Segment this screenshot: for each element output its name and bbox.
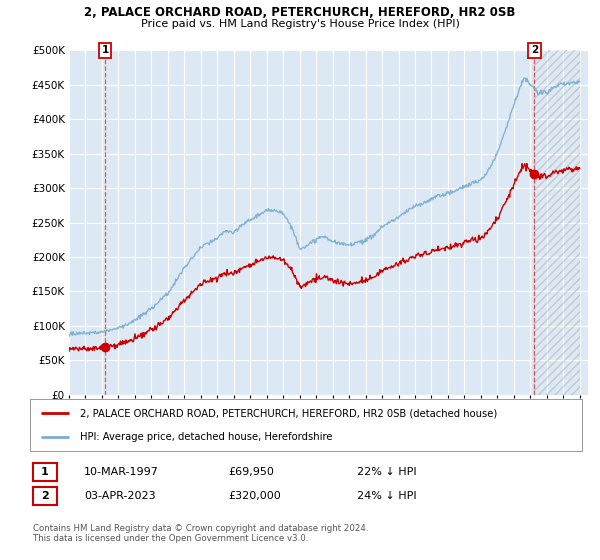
Text: 10-MAR-1997: 10-MAR-1997 [84,466,159,477]
Text: £69,950: £69,950 [228,466,274,477]
Text: 03-APR-2023: 03-APR-2023 [84,491,155,501]
Text: 1: 1 [41,467,49,477]
Text: 2: 2 [41,491,49,501]
Text: 2, PALACE ORCHARD ROAD, PETERCHURCH, HEREFORD, HR2 0SB (detached house): 2, PALACE ORCHARD ROAD, PETERCHURCH, HER… [80,408,497,418]
Text: £320,000: £320,000 [228,491,281,501]
Text: 2: 2 [531,45,538,55]
Text: Price paid vs. HM Land Registry's House Price Index (HPI): Price paid vs. HM Land Registry's House … [140,19,460,29]
Text: Contains HM Land Registry data © Crown copyright and database right 2024.
This d: Contains HM Land Registry data © Crown c… [33,524,368,543]
Text: 22% ↓ HPI: 22% ↓ HPI [357,466,416,477]
Text: 24% ↓ HPI: 24% ↓ HPI [357,491,416,501]
Text: 1: 1 [101,45,109,55]
Text: HPI: Average price, detached house, Herefordshire: HPI: Average price, detached house, Here… [80,432,332,442]
Text: 2, PALACE ORCHARD ROAD, PETERCHURCH, HEREFORD, HR2 0SB: 2, PALACE ORCHARD ROAD, PETERCHURCH, HER… [85,6,515,18]
